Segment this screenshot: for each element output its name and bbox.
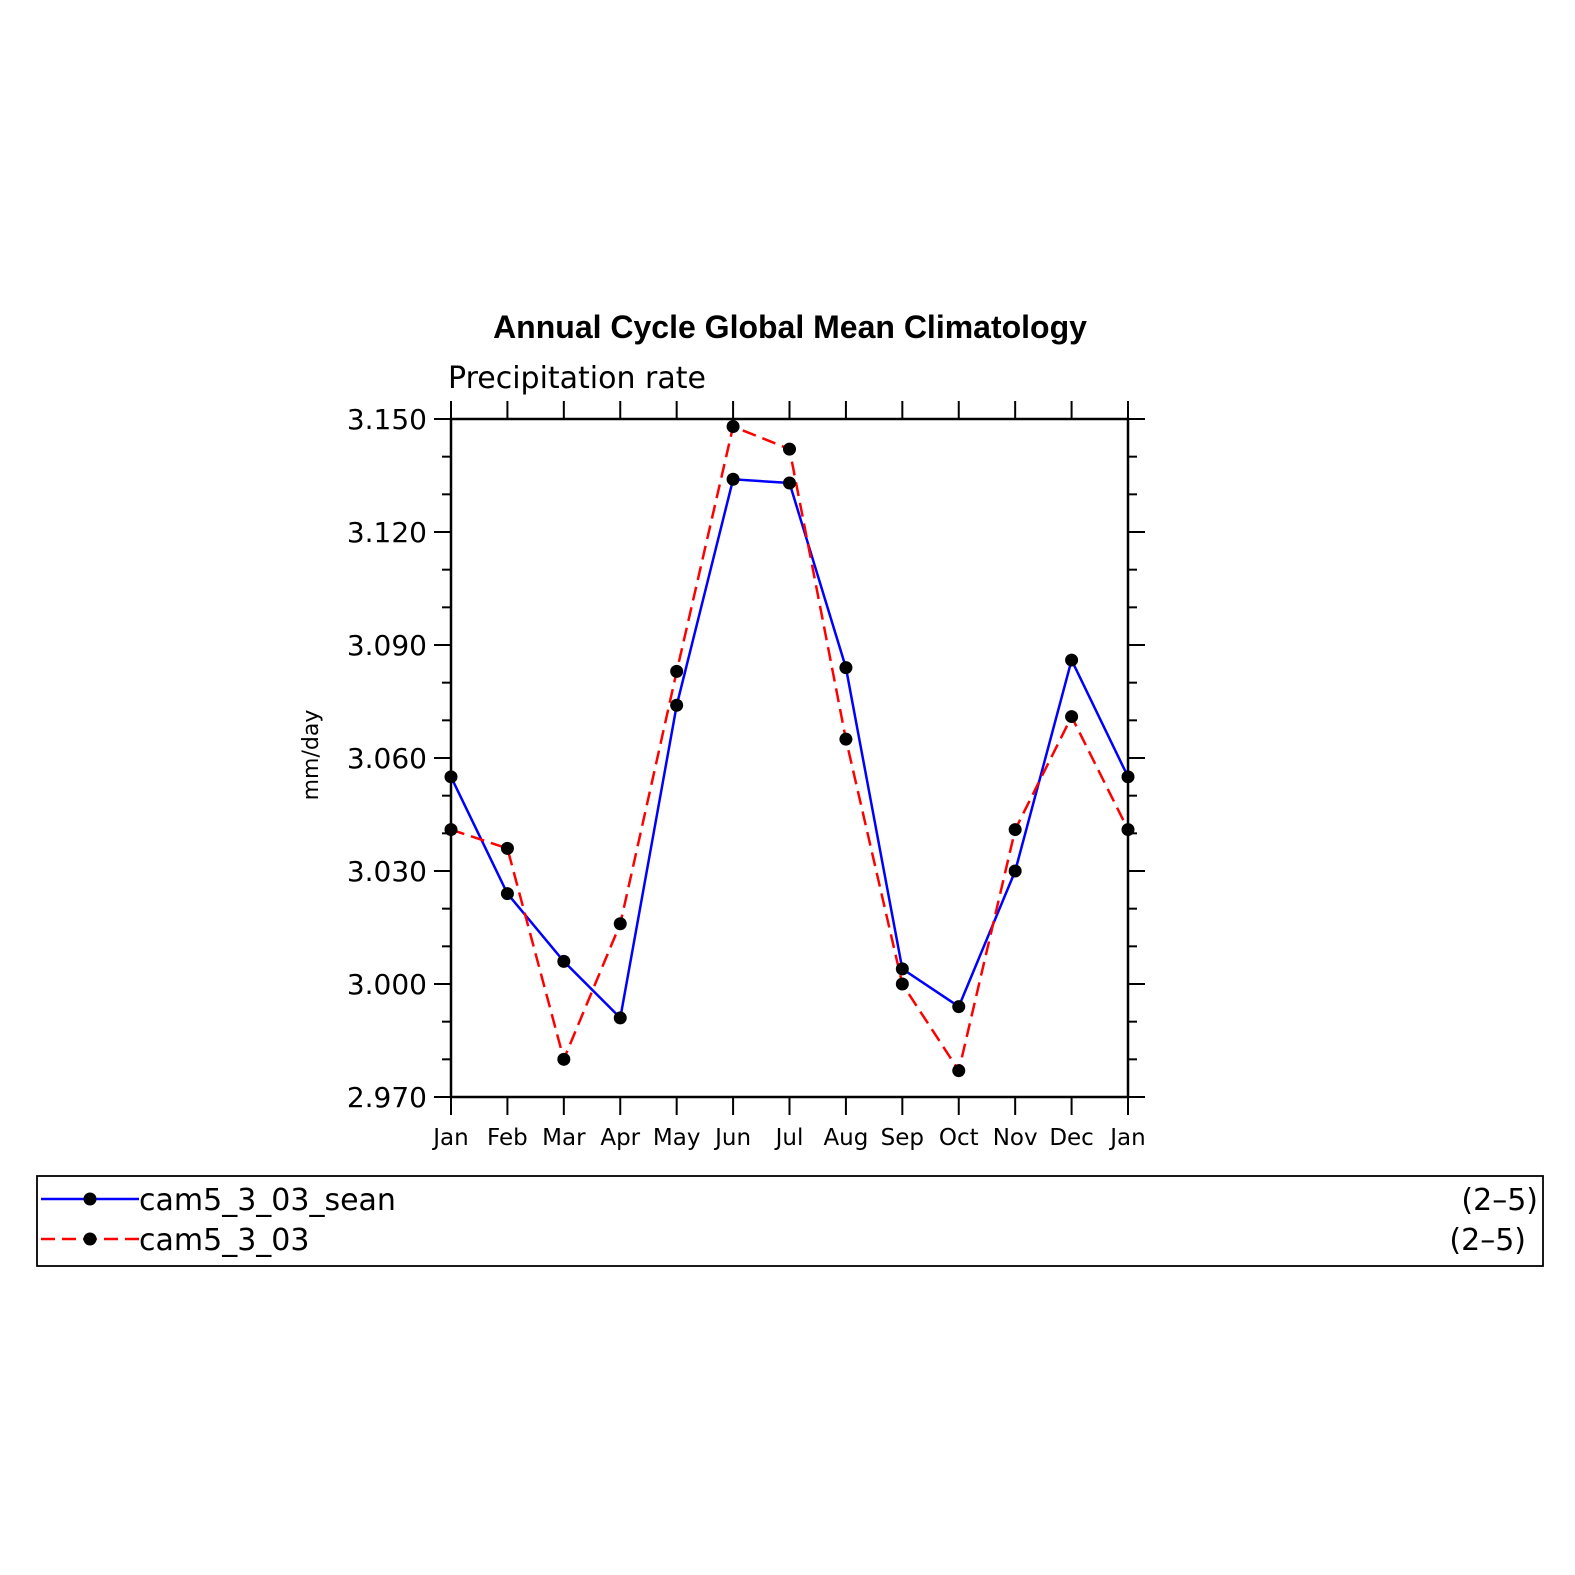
x-tick-label: Jan bbox=[1108, 1125, 1145, 1151]
data-point bbox=[783, 476, 796, 490]
data-point bbox=[613, 1011, 627, 1025]
legend-marker bbox=[83, 1232, 97, 1246]
plot-frame bbox=[449, 417, 1130, 1099]
legend-label: cam5_3_03 bbox=[139, 1223, 309, 1258]
data-point bbox=[557, 1052, 571, 1066]
y-axis-label: mm/day bbox=[299, 710, 324, 801]
data-point bbox=[1065, 653, 1079, 667]
legend-range-label: (2–5) bbox=[1461, 1183, 1538, 1218]
x-tick-label: May bbox=[653, 1125, 701, 1151]
data-point bbox=[613, 917, 627, 931]
data-point bbox=[726, 472, 740, 486]
series-layer bbox=[444, 420, 1135, 1078]
y-tick-label: 3.000 bbox=[347, 968, 427, 1001]
data-point bbox=[500, 841, 514, 855]
x-tick-label: Oct bbox=[939, 1125, 979, 1151]
x-tick-label: Aug bbox=[823, 1125, 868, 1151]
y-tick-label: 3.120 bbox=[347, 516, 427, 549]
data-point bbox=[444, 823, 458, 837]
data-point bbox=[895, 962, 909, 976]
data-point bbox=[1121, 770, 1135, 784]
data-point bbox=[1121, 823, 1135, 837]
y-tick-label: 3.090 bbox=[347, 629, 427, 662]
data-point bbox=[726, 420, 740, 434]
data-point bbox=[1065, 710, 1079, 724]
data-point bbox=[895, 977, 909, 991]
x-tick-label: Mar bbox=[542, 1125, 586, 1151]
data-point bbox=[952, 1000, 966, 1014]
x-tick-label: Jul bbox=[774, 1125, 804, 1151]
x-tick-label: Jun bbox=[713, 1125, 751, 1151]
legend-box bbox=[36, 1175, 1544, 1267]
data-point bbox=[1008, 864, 1022, 878]
x-tick-label: Sep bbox=[881, 1125, 924, 1151]
y-tick-label: 3.150 bbox=[347, 403, 427, 436]
data-point bbox=[444, 770, 458, 784]
data-point bbox=[670, 664, 684, 678]
legend-label: cam5_3_03_sean bbox=[139, 1183, 396, 1218]
data-point bbox=[500, 887, 514, 901]
x-tick-label: Dec bbox=[1049, 1125, 1094, 1151]
y-tick-label: 3.060 bbox=[347, 742, 427, 775]
legend-marker bbox=[83, 1192, 97, 1206]
series-line-0 bbox=[449, 477, 1130, 1021]
data-point bbox=[952, 1064, 966, 1078]
data-point bbox=[557, 954, 571, 968]
data-point bbox=[783, 442, 796, 456]
x-tick-label: Apr bbox=[600, 1125, 640, 1151]
y-tick-label: 3.030 bbox=[347, 855, 427, 888]
data-point bbox=[839, 661, 853, 675]
legend-range-label: (2–5) bbox=[1449, 1223, 1526, 1258]
data-point bbox=[670, 698, 684, 712]
x-tick-label: Feb bbox=[487, 1125, 528, 1151]
y-tick-label: 2.970 bbox=[347, 1081, 427, 1114]
legend: cam5_3_03_sean (2–5) cam5_3_03 (2–5) bbox=[36, 1175, 1544, 1267]
chart-subtitle: Precipitation rate bbox=[448, 361, 706, 396]
x-tick-label: Nov bbox=[993, 1125, 1038, 1151]
series-line-1 bbox=[450, 424, 1130, 1074]
data-point bbox=[839, 732, 853, 746]
chart-title: Annual Cycle Global Mean Climatology bbox=[493, 309, 1087, 345]
x-tick-label: Jan bbox=[431, 1125, 468, 1151]
data-point bbox=[1008, 823, 1022, 837]
